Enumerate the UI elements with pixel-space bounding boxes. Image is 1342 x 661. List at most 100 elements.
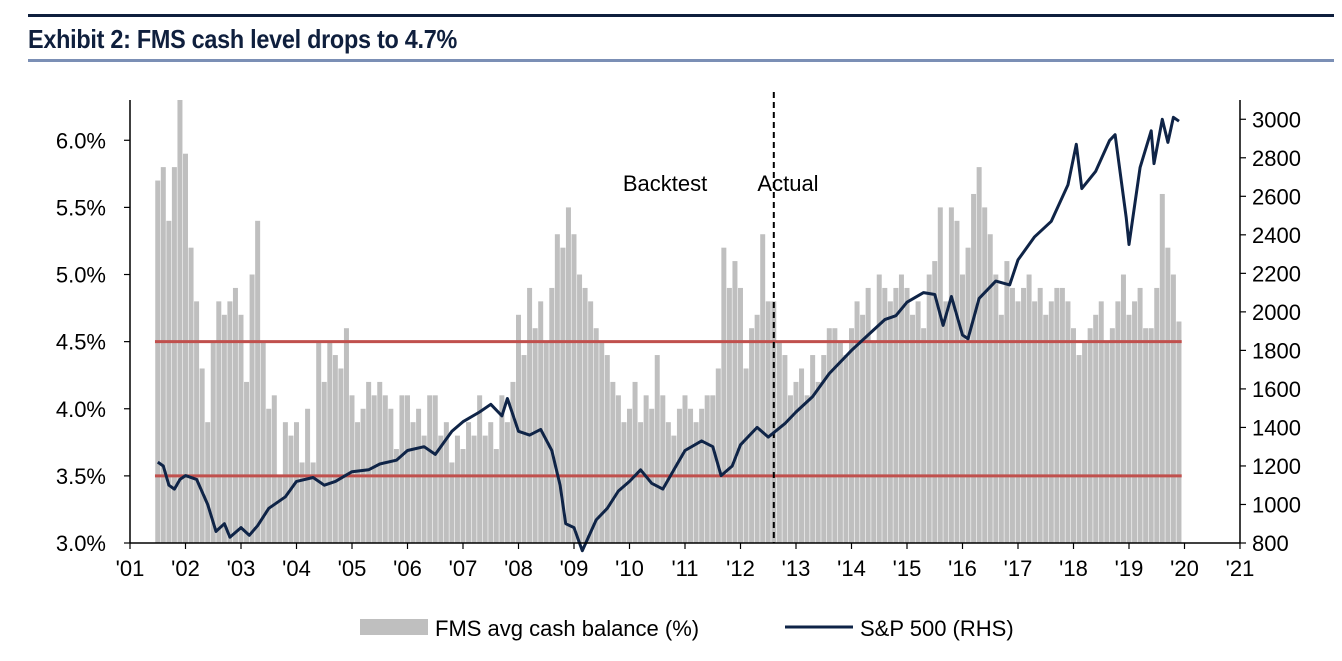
cash-bar — [693, 422, 699, 543]
cash-bar — [610, 381, 616, 543]
cash-bar — [282, 422, 288, 543]
page-title: Exhibit 2: FMS cash level drops to 4.7% — [28, 24, 457, 54]
cash-bar — [632, 381, 638, 543]
right-tick-label: 2000 — [1252, 300, 1301, 325]
cash-bar — [1120, 274, 1126, 543]
cash-bar — [621, 422, 627, 543]
right-tick-label: 2400 — [1252, 223, 1301, 248]
cash-bar — [915, 301, 921, 543]
cash-bar — [654, 355, 660, 543]
cash-bar — [865, 287, 871, 543]
cash-bar — [349, 395, 355, 543]
cash-bar — [665, 422, 671, 543]
cash-bar — [244, 381, 250, 543]
cash-bar — [538, 301, 544, 543]
cash-bar — [882, 287, 888, 543]
cash-bar — [876, 274, 882, 543]
cash-bar — [971, 193, 977, 543]
cash-bar — [893, 287, 899, 543]
annotation-actual: Actual — [757, 171, 818, 196]
cash-bar — [1021, 287, 1027, 543]
cash-bar — [232, 287, 238, 543]
cash-bar — [910, 314, 916, 543]
cash-bar — [166, 220, 172, 543]
cash-bar — [743, 368, 749, 543]
x-tick-label: '14 — [837, 556, 866, 581]
cash-bar — [599, 341, 605, 543]
cash-bar — [787, 395, 793, 543]
cash-bar — [443, 422, 449, 543]
title-rule — [28, 59, 1334, 62]
cash-bar — [1076, 355, 1082, 543]
cash-bar — [738, 287, 743, 543]
cash-bar — [577, 274, 583, 543]
cash-bar — [466, 422, 472, 543]
cash-bar — [943, 301, 949, 543]
cash-bar — [1104, 341, 1110, 543]
cash-bar — [582, 287, 588, 543]
right-tick-label: 1400 — [1252, 415, 1301, 440]
cash-bar — [488, 422, 494, 543]
cash-bar — [715, 368, 721, 543]
cash-bar — [438, 435, 444, 543]
x-tick-label: '19 — [1115, 556, 1144, 581]
cash-bar — [277, 475, 283, 543]
cash-bar — [199, 368, 205, 543]
cash-bar — [504, 422, 510, 543]
cash-bar — [993, 274, 999, 543]
cash-bar — [854, 301, 860, 543]
cash-bar — [732, 261, 738, 543]
cash-bar — [821, 355, 827, 543]
cash-bar — [1032, 301, 1038, 543]
chart-labels: Backtest Actual — [623, 171, 819, 196]
cash-balance-bars — [155, 100, 1182, 544]
x-tick-label: '02 — [171, 556, 200, 581]
cash-bar — [843, 355, 849, 543]
cash-bar — [765, 301, 771, 543]
cash-bar — [926, 274, 932, 543]
x-tick-label: '15 — [893, 556, 922, 581]
cash-bar — [432, 395, 438, 543]
cash-bar — [799, 368, 805, 543]
cash-bar — [671, 435, 677, 543]
right-tick-label: 2600 — [1252, 184, 1301, 209]
cash-bar — [982, 207, 988, 543]
x-tick-label: '06 — [393, 556, 422, 581]
cash-bar — [904, 287, 910, 543]
cash-bar — [660, 395, 666, 543]
cash-bar — [871, 341, 877, 543]
cash-bar — [776, 341, 782, 543]
cash-bar — [482, 435, 488, 543]
cash-bar — [260, 341, 266, 543]
cash-bar — [1071, 328, 1076, 543]
threshold-lines — [154, 92, 1182, 543]
cash-bar — [643, 395, 649, 543]
cash-bar — [205, 422, 211, 543]
x-tick-label: '08 — [504, 556, 533, 581]
cash-bar — [887, 301, 893, 543]
cash-bar — [1132, 301, 1138, 543]
x-tick-label: '01 — [116, 556, 145, 581]
cash-bar — [327, 341, 333, 543]
cash-bar — [238, 314, 244, 543]
cash-bar — [188, 247, 194, 544]
sp500-line — [156, 115, 1180, 553]
cash-bar — [1159, 193, 1165, 543]
cash-bar — [849, 328, 854, 543]
cash-bar — [1148, 328, 1154, 543]
left-tick-label: 4.5% — [56, 330, 106, 355]
cash-bar — [321, 381, 327, 543]
cash-bar — [998, 314, 1004, 543]
cash-bar — [1037, 287, 1043, 543]
left-tick-label: 5.5% — [56, 195, 106, 220]
cash-bar — [826, 328, 832, 543]
cash-bar — [954, 220, 960, 543]
cash-bar — [1009, 287, 1015, 543]
cash-bar — [1115, 301, 1121, 543]
annotation-backtest: Backtest — [623, 171, 707, 196]
cash-bar — [227, 301, 233, 543]
cash-bar — [338, 368, 344, 543]
cash-bar — [1059, 287, 1065, 543]
cash-bar — [615, 395, 621, 543]
